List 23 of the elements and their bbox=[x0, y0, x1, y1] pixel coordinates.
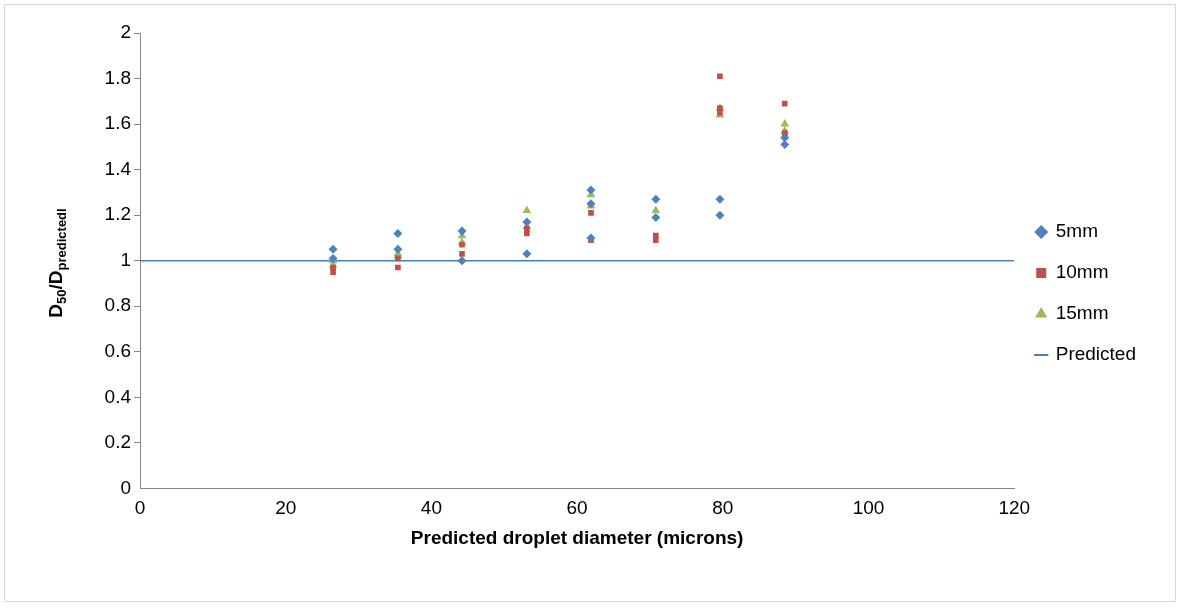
x-tick-label: 40 bbox=[420, 497, 442, 519]
legend-label: 5mm bbox=[1055, 220, 1098, 242]
y-tick-label: 0.8 bbox=[104, 294, 131, 316]
x-tick-label: 20 bbox=[275, 497, 297, 519]
y-tick-label: 0.6 bbox=[104, 340, 131, 362]
y-tick-label: 2 bbox=[120, 21, 131, 43]
y-tick-label: 1.4 bbox=[104, 157, 132, 179]
x-tick-label: 100 bbox=[852, 497, 885, 519]
legend-label: 15mm bbox=[1055, 302, 1109, 324]
y-tick-label: 1.6 bbox=[104, 112, 131, 134]
y-tick-label: 0 bbox=[120, 476, 131, 498]
x-tick-label: 80 bbox=[712, 497, 734, 519]
legend-label: Predicted bbox=[1055, 343, 1137, 365]
y-tick-label: 0.2 bbox=[104, 431, 131, 453]
y-tick-label: 0.4 bbox=[104, 385, 132, 407]
y-tick-label: 1.8 bbox=[104, 66, 131, 88]
x-axis-title: Predicted droplet diameter (microns) bbox=[410, 526, 744, 548]
x-tick-label: 0 bbox=[134, 497, 146, 519]
y-tick-label: 1 bbox=[120, 248, 131, 270]
x-tick-label: 120 bbox=[998, 497, 1031, 519]
y-tick-label: 1.2 bbox=[104, 203, 131, 225]
x-tick-label: 60 bbox=[566, 497, 588, 519]
legend-label: 10mm bbox=[1055, 261, 1109, 283]
